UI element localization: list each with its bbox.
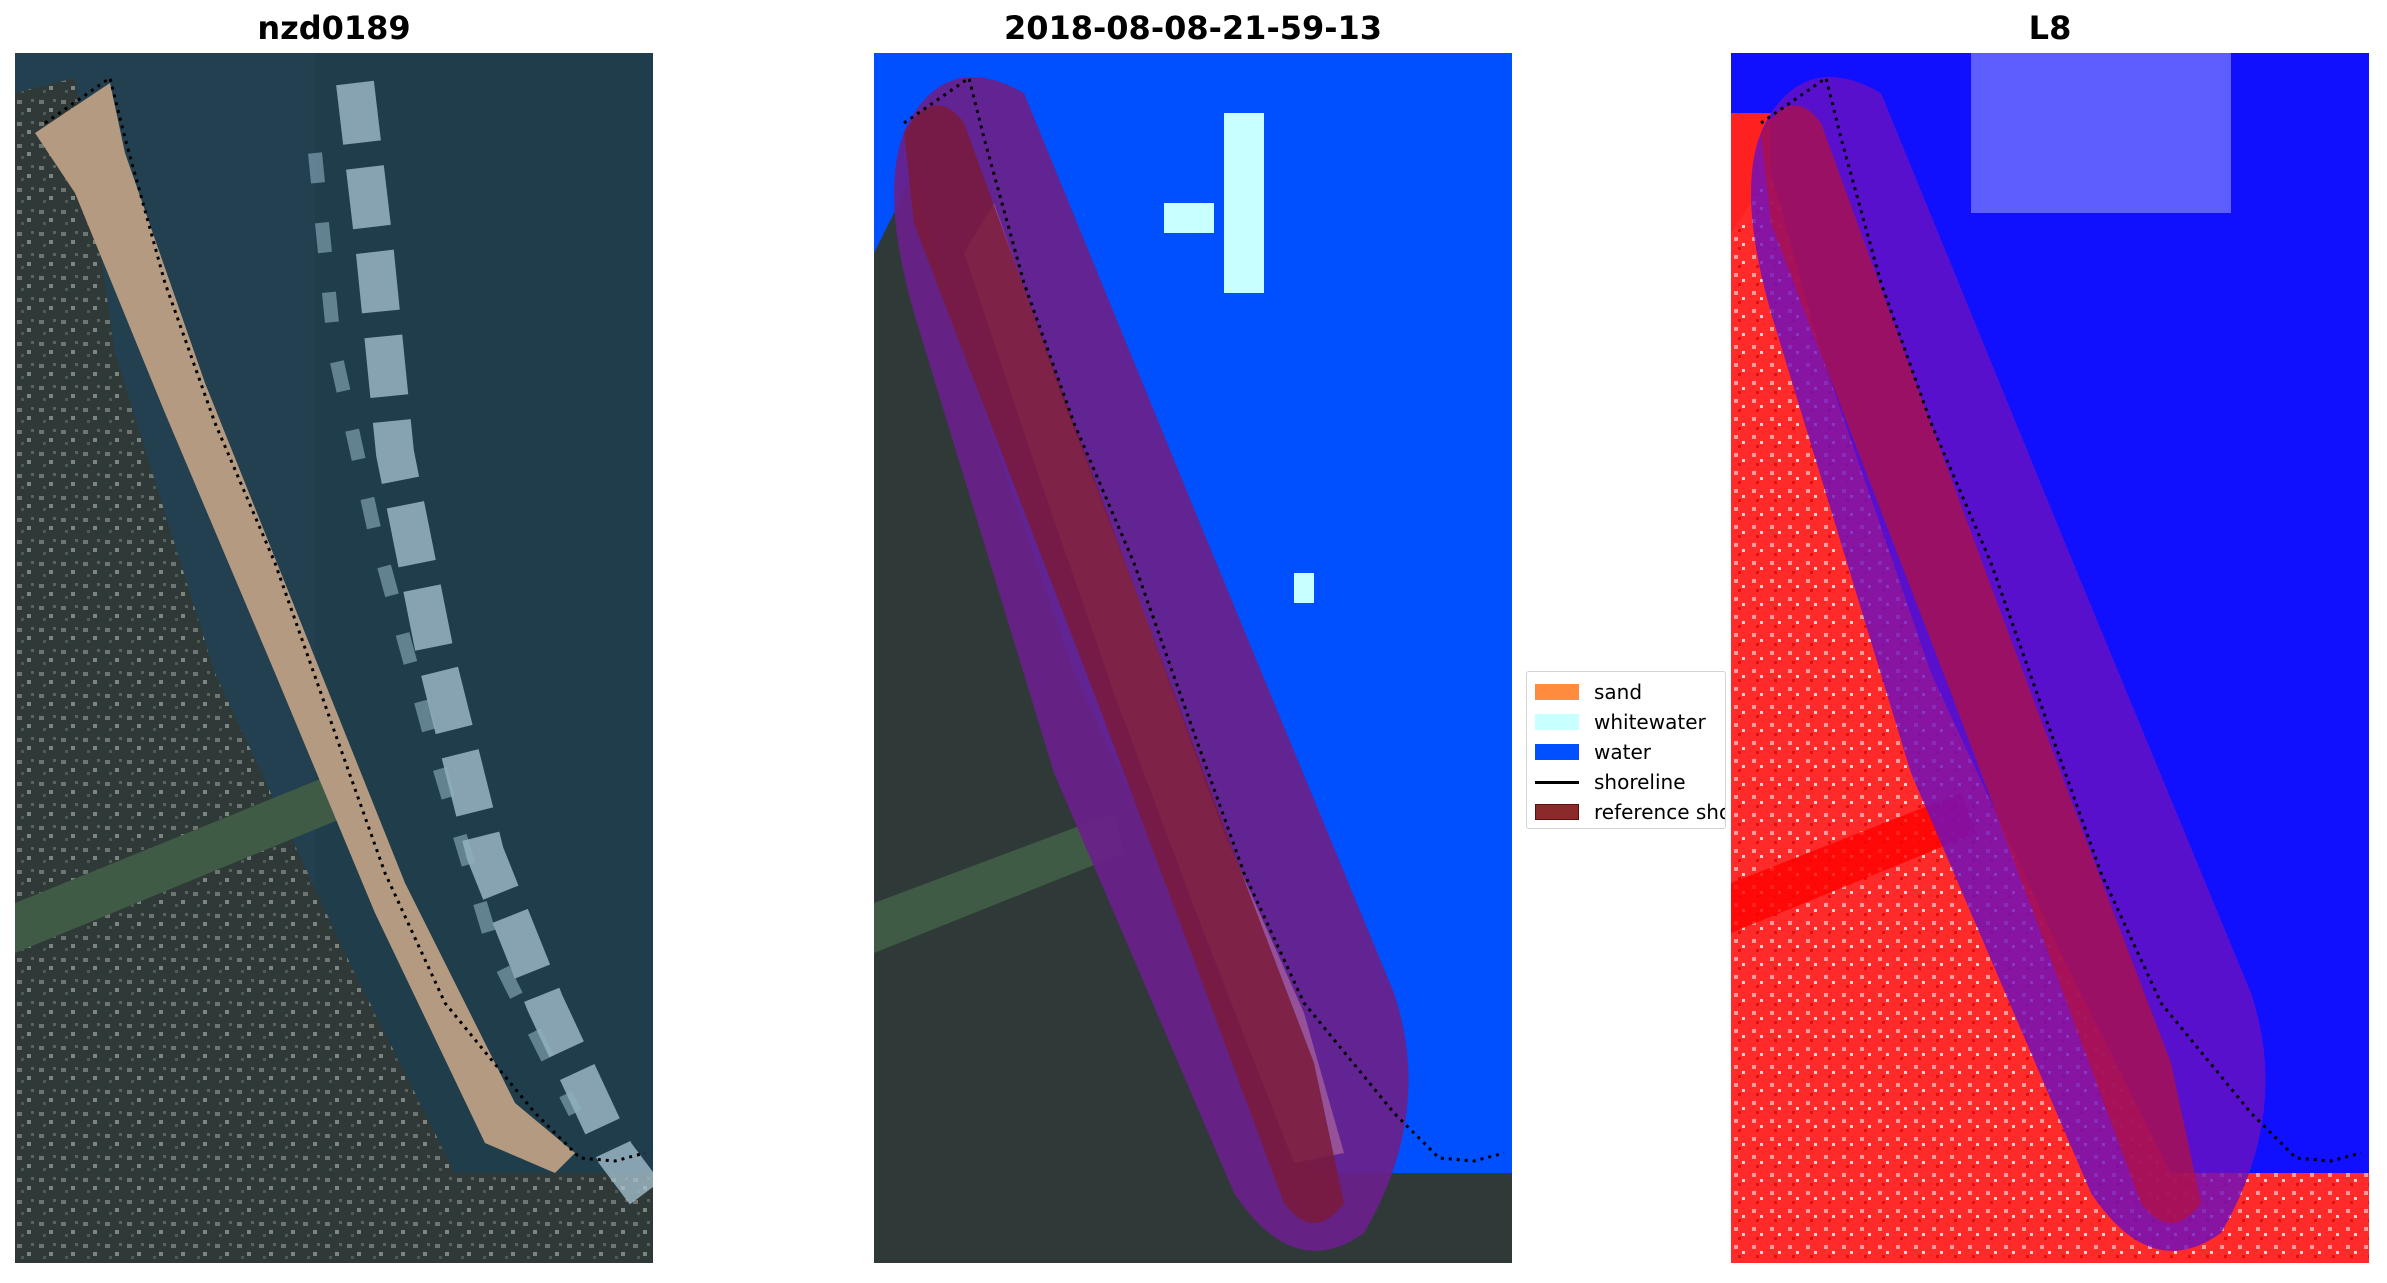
classified-image [874,53,1512,1263]
legend-item-sand: sand [1535,677,1725,707]
water-swatch [1535,744,1579,760]
legend-label-whitewater: whitewater [1594,710,1706,734]
legend-label-sand: sand [1594,680,1643,704]
shoreline-swatch [1535,780,1579,784]
sand-swatch [1535,684,1579,700]
rgb-image-panel [15,53,653,1263]
legend: sand whitewater water shoreline referenc… [1526,671,1726,829]
rgb-image [15,53,653,1263]
classified-image-panel [874,53,1512,1263]
legend-item-whitewater: whitewater [1535,707,1725,737]
reference-shoreline-swatch [1535,804,1579,820]
index-image [1731,53,2369,1263]
legend-item-water: water [1535,737,1725,767]
panel-title-index: L8 [2028,9,2072,47]
legend-label-reference-shoreline: reference shoreline [1594,800,1725,824]
panel-title-classified: 2018-08-08-21-59-13 [1003,9,1383,47]
panel-title-rgb: nzd0189 [257,9,411,47]
index-image-panel [1731,53,2369,1263]
legend-item-shoreline: shoreline [1535,767,1725,797]
whitewater-swatch [1535,714,1579,730]
legend-label-shoreline: shoreline [1594,770,1686,794]
legend-item-reference-shoreline: reference shoreline [1535,797,1725,827]
legend-label-water: water [1594,740,1651,764]
